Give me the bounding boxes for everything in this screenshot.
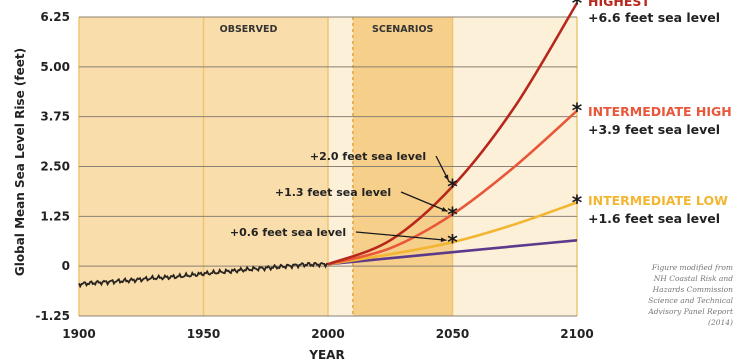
x-tick-label: 2000 — [311, 327, 344, 341]
scenario-name-label: HIGHEST — [588, 0, 650, 9]
y-tick-label: 3.75 — [40, 110, 70, 124]
y-tick-label: 0 — [62, 259, 70, 273]
credit-line: Hazards Commission — [652, 285, 734, 294]
observed-label: OBSERVED — [220, 24, 278, 35]
endpoint-marker: * — [572, 190, 583, 214]
observed-line — [78, 261, 329, 289]
arrow-head — [441, 207, 448, 212]
scenario-line-highest — [327, 2, 579, 266]
y-tick-label: 5.00 — [40, 60, 70, 74]
y-tick-label: 1.25 — [40, 209, 70, 223]
annotation-2050: +1.3 feet sea level — [275, 186, 391, 199]
y-tick-label: 6.25 — [40, 10, 70, 24]
x-tick-label: 2100 — [560, 327, 593, 341]
credit-line: Science and Technical — [648, 296, 733, 305]
scenario-value-label: +1.6 feet sea level — [588, 211, 720, 226]
annotation-arrow — [400, 191, 448, 212]
scenario-name-label: INTERMEDIATE HIGH — [588, 104, 732, 119]
annotation-2050: +2.0 feet sea level — [310, 150, 426, 163]
credit-line: Advisory Panel Report — [647, 307, 734, 316]
marker-2050: * — [447, 174, 458, 198]
credit-line: NH Coastal Risk and — [653, 274, 733, 283]
credit-line: (2014) — [708, 318, 733, 327]
x-tick-label: 1950 — [187, 327, 220, 341]
y-axis-title: Global Mean Sea Level Rise (feet) — [13, 48, 27, 276]
y-tick-label: -1.25 — [35, 309, 70, 323]
scenarios-label: SCENARIOS — [372, 24, 434, 35]
scenario-value-label: +6.6 feet sea level — [588, 10, 720, 25]
arrow-head — [440, 237, 447, 243]
marker-2050: * — [447, 230, 458, 254]
scenario-line-intermediate-high — [327, 109, 578, 266]
annotation-2050: +0.6 feet sea level — [230, 226, 346, 239]
endpoint-marker: * — [572, 0, 583, 15]
x-axis-title: YEAR — [308, 348, 344, 362]
arrow-head — [443, 174, 449, 181]
scenario-name-label: INTERMEDIATE LOW — [588, 193, 728, 208]
endpoint-marker: * — [572, 99, 583, 123]
scenario-line-intermediate-low — [327, 201, 578, 266]
x-tick-label: 1900 — [62, 327, 95, 341]
scenario-value-label: +3.9 feet sea level — [588, 122, 720, 137]
credit-line: Figure modified from — [651, 263, 733, 272]
annotation-arrow — [355, 231, 447, 241]
marker-2050: * — [447, 202, 458, 226]
y-tick-label: 2.50 — [40, 160, 70, 174]
x-tick-label: 2050 — [436, 327, 469, 341]
scenario-line-low — [327, 239, 578, 266]
